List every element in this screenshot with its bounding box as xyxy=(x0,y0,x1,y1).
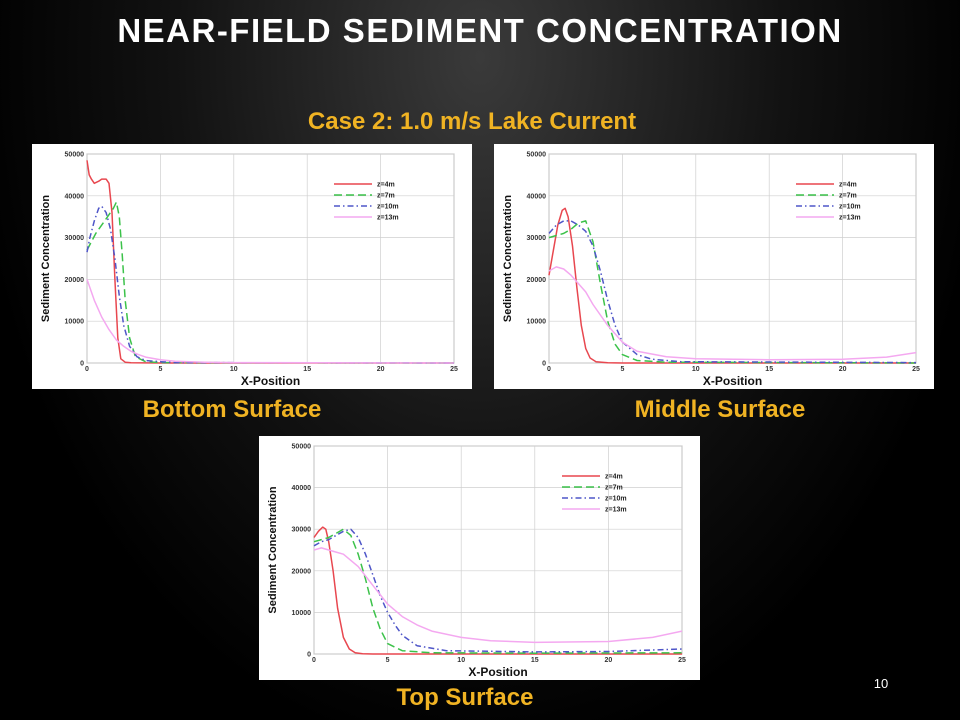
chart-panel-middle-surface: 0 5 10 15 20 25 0 10000 20000 30000 40000 50000 X-Po… xyxy=(494,144,934,389)
y-tick-label: 0 xyxy=(80,361,84,368)
x-axis-label: X-Position xyxy=(241,374,300,388)
y-tick-label: 10000 xyxy=(527,319,547,326)
legend-entry: z=4m xyxy=(839,182,857,189)
x-tick-label: 10 xyxy=(692,366,700,373)
x-tick-label: 15 xyxy=(765,366,773,373)
series-line-z-13m xyxy=(86,279,455,364)
y-axis-label: Sediment Concentration xyxy=(502,195,514,322)
y-tick-label: 50000 xyxy=(292,444,312,451)
x-tick-label: 0 xyxy=(312,657,316,664)
plot-area xyxy=(548,153,917,364)
y-tick-label: 20000 xyxy=(292,568,312,575)
series-line-z-10m xyxy=(313,528,683,653)
y-tick-label: 40000 xyxy=(65,193,85,200)
legend-entry: z=13m xyxy=(605,507,627,514)
y-tick-label: 20000 xyxy=(527,277,547,284)
x-tick-label: 5 xyxy=(158,366,162,373)
plot-area xyxy=(313,445,683,655)
page-number: 10 xyxy=(873,676,889,691)
x-tick-label: 10 xyxy=(457,657,465,664)
legend-entry: z=7m xyxy=(377,193,395,200)
series-line-z-7m xyxy=(313,528,683,654)
series-line-z-4m xyxy=(548,207,916,364)
x-axis-label: X-Position xyxy=(468,665,527,679)
x-tick-label: 25 xyxy=(912,366,920,373)
y-tick-label: 0 xyxy=(542,361,546,368)
y-tick-label: 30000 xyxy=(292,527,312,534)
series-line-z-13m xyxy=(313,547,683,644)
legend-entry: z=4m xyxy=(377,182,395,189)
series-line-z-4m xyxy=(86,160,454,364)
chart-middle-surface: 0 5 10 15 20 25 0 10000 20000 30000 40000 50000 X-Po… xyxy=(502,152,920,389)
y-tick-label: 40000 xyxy=(527,193,547,200)
caption-top-surface: Top Surface xyxy=(396,684,534,711)
caption-middle-surface: Middle Surface xyxy=(634,396,806,423)
y-axis-label: Sediment Concentration xyxy=(267,486,279,613)
legend-entry: z=10m xyxy=(839,204,861,211)
y-tick-label: 30000 xyxy=(65,235,85,242)
chart-top-surface: 0 5 10 15 20 25 0 10000 20000 30000 40000 50000 X-Po… xyxy=(267,444,686,680)
y-tick-label: 10000 xyxy=(292,610,312,617)
x-tick-label: 20 xyxy=(605,657,613,664)
slide-subtitle: Case 2: 1.0 m/s Lake Current xyxy=(307,108,637,135)
legend-entry: z=7m xyxy=(605,485,623,492)
series-line-z-13m xyxy=(548,266,917,361)
y-tick-label: 30000 xyxy=(527,235,547,242)
y-tick-label: 0 xyxy=(307,652,311,659)
y-axis-label: Sediment Concentration xyxy=(40,195,52,322)
x-tick-label: 0 xyxy=(547,366,551,373)
x-tick-label: 25 xyxy=(450,366,458,373)
x-tick-label: 20 xyxy=(377,366,385,373)
x-tick-label: 0 xyxy=(85,366,89,373)
y-tick-label: 40000 xyxy=(292,485,312,492)
x-tick-label: 15 xyxy=(531,657,539,664)
legend-entry: z=10m xyxy=(377,204,399,211)
series-line-z-4m xyxy=(313,526,682,655)
series-line-z-7m xyxy=(548,220,917,364)
x-axis-label: X-Position xyxy=(703,374,762,388)
series-line-z-10m xyxy=(548,220,917,364)
x-tick-label: 5 xyxy=(386,657,390,664)
chart-bottom-surface: 0 5 10 15 20 25 0 10000 20000 30000 40000 50000 X-Po… xyxy=(40,152,458,389)
y-tick-label: 10000 xyxy=(65,319,85,326)
x-tick-label: 5 xyxy=(620,366,624,373)
series-line-z-10m xyxy=(86,205,455,364)
legend-entry: z=13m xyxy=(839,215,861,222)
x-tick-label: 25 xyxy=(678,657,686,664)
chart-panel-top-surface: 0 5 10 15 20 25 0 10000 20000 30000 40000 50000 X-Po… xyxy=(259,436,700,680)
y-tick-label: 50000 xyxy=(527,152,547,159)
caption-bottom-surface: Bottom Surface xyxy=(142,396,322,423)
legend-entry: z=4m xyxy=(605,474,623,481)
x-tick-label: 15 xyxy=(303,366,311,373)
slide-title: NEAR-FIELD SEDIMENT CONCENTRATION xyxy=(0,12,960,50)
plot-area xyxy=(86,153,455,364)
y-tick-label: 50000 xyxy=(65,152,85,159)
legend-entry: z=10m xyxy=(605,496,627,503)
chart-panel-bottom-surface: 0 5 10 15 20 25 0 10000 20000 30000 40000 50000 X-Po… xyxy=(32,144,472,389)
y-tick-label: 20000 xyxy=(65,277,85,284)
slide-title-text: NEAR-FIELD SEDIMENT CONCENTRATION xyxy=(117,12,843,49)
series-line-z-7m xyxy=(86,201,455,364)
legend-entry: z=7m xyxy=(839,193,857,200)
x-tick-label: 10 xyxy=(230,366,238,373)
legend-entry: z=13m xyxy=(377,215,399,222)
x-tick-label: 20 xyxy=(839,366,847,373)
